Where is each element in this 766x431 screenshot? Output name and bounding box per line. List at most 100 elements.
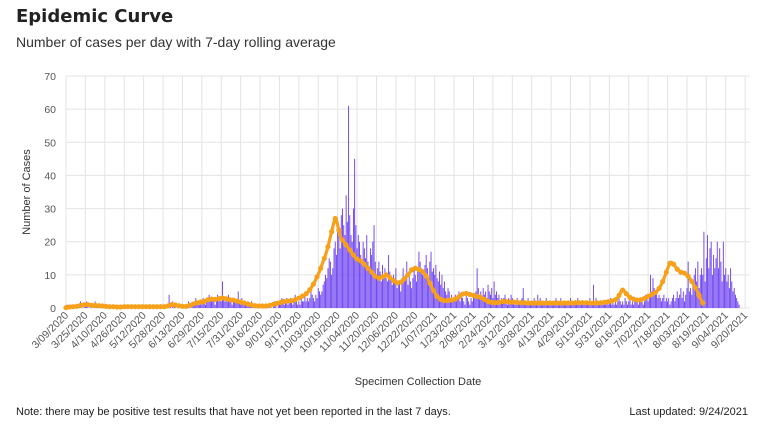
case-bar [380, 281, 382, 308]
case-bar [196, 304, 198, 308]
case-bar [616, 304, 618, 308]
case-bar [663, 294, 665, 308]
case-bar [481, 298, 483, 308]
case-bar [310, 291, 312, 308]
rolling-average-point [434, 293, 440, 299]
case-bar [641, 301, 643, 308]
case-bar [238, 301, 240, 308]
case-bar [686, 288, 688, 308]
y-tick-label: 30 [44, 204, 56, 216]
case-bar [382, 264, 383, 308]
case-bar [553, 304, 554, 308]
case-bar [608, 301, 610, 308]
case-bar [339, 248, 341, 308]
case-bar [502, 301, 504, 308]
case-bar [671, 298, 673, 308]
case-bar [346, 221, 348, 308]
rolling-average-point [383, 272, 389, 278]
rolling-average-point [107, 304, 113, 310]
case-bar [378, 261, 380, 308]
case-bar [288, 301, 290, 308]
case-bar [396, 288, 398, 308]
rolling-average-point [561, 300, 568, 306]
rolling-average-point [343, 242, 349, 248]
case-bar [636, 301, 638, 308]
case-bar [439, 271, 440, 308]
rolling-average-point [656, 285, 662, 292]
rolling-average-point [700, 300, 706, 306]
case-bar [409, 281, 411, 308]
case-bar [282, 301, 284, 308]
case-bar [356, 248, 358, 308]
case-bar [460, 294, 462, 308]
case-bar [293, 301, 295, 308]
case-bar [403, 281, 405, 308]
rolling-average-point [369, 269, 375, 275]
case-bar [684, 301, 685, 308]
case-bar [436, 278, 438, 308]
rolling-average-line [64, 216, 705, 310]
rolling-average-point [652, 289, 659, 296]
case-bar [218, 301, 220, 308]
rolling-average-point [532, 300, 538, 306]
case-bar [302, 301, 303, 308]
rolling-average-point [398, 279, 404, 285]
case-bar [576, 304, 578, 308]
case-bar [402, 268, 404, 308]
case-bar [703, 231, 705, 308]
y-tick-label: 50 [44, 137, 56, 149]
case-bar [710, 241, 712, 308]
case-bar [728, 288, 730, 308]
case-bar [285, 301, 286, 308]
case-bar [509, 301, 511, 308]
rolling-average-point [587, 300, 593, 306]
case-bar [536, 304, 538, 308]
case-bar [544, 304, 546, 308]
case-bar [383, 274, 385, 308]
case-bar [679, 294, 681, 308]
case-bar [278, 301, 280, 308]
y-axis-ticks: 0 10 20 30 40 50 60 70 [44, 71, 56, 315]
rolling-average-point [689, 278, 695, 285]
case-bar [243, 304, 245, 308]
rolling-average-point [365, 265, 371, 271]
case-bar [316, 298, 318, 308]
case-bar [585, 304, 587, 308]
case-bar [394, 281, 396, 308]
footnote: Note: there may be positive test results… [16, 406, 451, 418]
case-bar [413, 268, 415, 308]
case-bar [348, 105, 350, 308]
rolling-average-point [256, 303, 262, 309]
case-bar [441, 274, 443, 308]
case-bar [452, 301, 454, 308]
case-bar [327, 268, 329, 308]
case-bar [379, 271, 381, 308]
case-bar [725, 268, 727, 308]
gridlines [65, 75, 750, 309]
rolling-average-point [336, 227, 342, 233]
case-bar [363, 248, 365, 308]
case-bar [567, 304, 569, 308]
rolling-average-point [318, 265, 324, 271]
case-bar [476, 268, 478, 308]
case-bar [390, 278, 392, 308]
case-bar [611, 304, 613, 308]
case-bar [659, 298, 661, 308]
chart-title: Epidemic Curve [16, 6, 174, 27]
case-bar [200, 301, 202, 308]
case-bar [724, 274, 725, 308]
case-bar [426, 268, 428, 308]
case-bar [300, 298, 302, 308]
case-bar [385, 278, 387, 308]
case-bar [443, 281, 445, 308]
case-bar [565, 304, 567, 308]
case-bar [687, 261, 689, 308]
case-bar [419, 261, 421, 308]
case-bar [388, 254, 390, 308]
case-bar [699, 274, 701, 308]
case-bar [326, 278, 328, 308]
rolling-average-point [307, 287, 313, 293]
case-bar [289, 298, 291, 308]
rolling-average-point [576, 300, 582, 306]
case-bar [420, 268, 422, 308]
